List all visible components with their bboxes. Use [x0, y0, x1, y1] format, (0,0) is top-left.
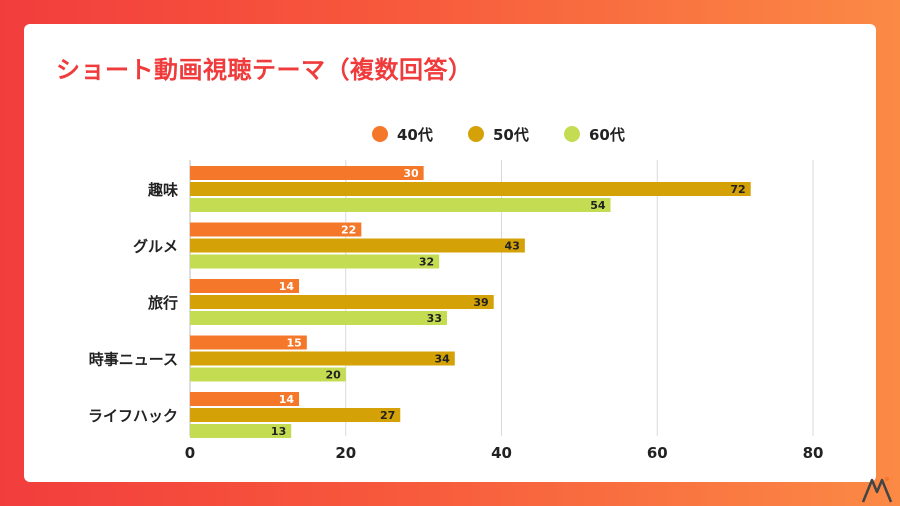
- x-tick-labels: 0 20 40 60 80: [185, 444, 824, 462]
- category-label: 趣味: [147, 181, 178, 199]
- bar: [190, 367, 346, 382]
- x-tick-label: 40: [491, 444, 512, 462]
- bar: [190, 279, 300, 293]
- bar: [190, 335, 307, 350]
- data-label: 32: [419, 256, 434, 269]
- x-tick-label: 80: [803, 444, 824, 462]
- category-label: 旅行: [148, 294, 178, 312]
- bar: [190, 408, 401, 422]
- data-label: 33: [427, 312, 442, 325]
- bar: [190, 392, 300, 406]
- data-label: 13: [271, 425, 286, 438]
- bars: [190, 166, 751, 438]
- data-label: 54: [590, 199, 606, 212]
- data-labels: 30 72 54 22 43 32 14 39 33 15 34 20 14 27 13: [271, 167, 746, 438]
- bar: [190, 424, 292, 438]
- mi-logo-icon: [861, 476, 893, 503]
- bar: [190, 198, 611, 212]
- category-label: ライフハック: [88, 407, 178, 425]
- x-tick-label: 0: [185, 444, 195, 462]
- legend: 40代 50代 60代: [372, 126, 625, 144]
- bar: [190, 166, 424, 180]
- x-tick-label: 20: [335, 444, 356, 462]
- data-label: 14: [279, 393, 295, 406]
- chart-title: ショート動画視聴テーマ（複数回答）: [56, 56, 473, 84]
- legend-label: 50代: [493, 126, 529, 144]
- data-label: 15: [287, 337, 302, 350]
- legend-marker: [564, 126, 580, 142]
- data-label: 27: [380, 409, 395, 422]
- legend-label: 60代: [589, 126, 625, 144]
- category-label: 時事ニュース: [89, 351, 178, 369]
- data-label: 22: [341, 224, 356, 237]
- data-label: 34: [434, 353, 450, 366]
- bar: [190, 254, 440, 269]
- data-label: 43: [505, 240, 520, 253]
- legend-marker: [372, 126, 388, 142]
- bar: [190, 238, 525, 253]
- bar: [190, 182, 751, 196]
- data-label: 30: [403, 167, 419, 180]
- x-tick-label: 60: [647, 444, 668, 462]
- legend-marker: [468, 126, 484, 142]
- chart-card: [24, 24, 876, 482]
- bar: [190, 351, 455, 366]
- legend-label: 40代: [397, 126, 433, 144]
- data-label: 20: [325, 369, 341, 382]
- bar: [190, 222, 362, 237]
- data-label: 72: [730, 183, 745, 196]
- data-label: 14: [279, 280, 295, 293]
- bar: [190, 295, 494, 309]
- bar: [190, 311, 447, 325]
- category-label: グルメ: [133, 238, 178, 256]
- data-label: 39: [473, 296, 488, 309]
